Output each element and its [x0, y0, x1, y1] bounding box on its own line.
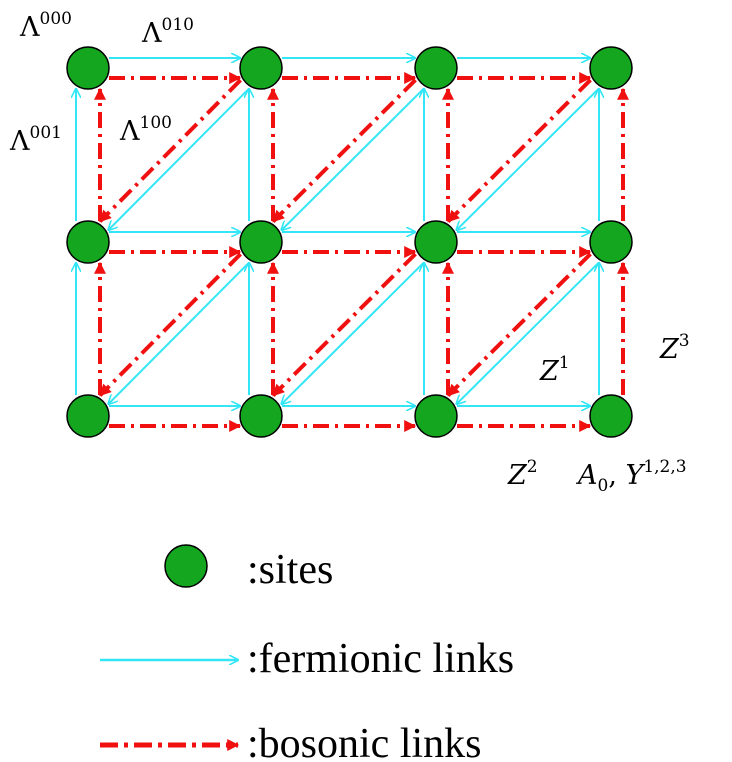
bosonic-link-diagonal — [271, 252, 417, 397]
bosonic-link-diagonal — [98, 252, 242, 397]
label-lambda-001: Λ001 — [9, 123, 62, 157]
lattice-site — [239, 394, 283, 438]
label-lambda-000: Λ000 — [19, 9, 72, 43]
bosonic-link-diagonal — [98, 78, 242, 223]
bosonic-link-diagonal — [271, 78, 417, 223]
legend-bosonic-label: :bosonic links — [247, 721, 482, 762]
fermionic-link-diagonal — [108, 261, 250, 404]
label-z3: Z3 — [659, 331, 690, 365]
label-lambda-010: Λ010 — [141, 15, 194, 49]
lattice-site — [66, 220, 110, 264]
label-lambda-100: Λ100 — [119, 113, 172, 147]
lattice-site — [414, 46, 458, 90]
fermionic-link-diagonal — [282, 87, 425, 230]
lattice-site — [414, 394, 458, 438]
lattice-site — [239, 220, 283, 264]
legend: :sites :fermionic links :bosonic links — [100, 544, 514, 762]
lattice-site — [414, 220, 458, 264]
lattice-site — [589, 220, 633, 264]
fermionic-link-diagonal — [457, 87, 600, 230]
legend-sites-label: :sites — [247, 547, 333, 593]
fermionic-link-diagonal — [282, 261, 425, 404]
lattice-site — [66, 46, 110, 90]
label-a0-y: A0, Y1,2,3 — [575, 457, 687, 496]
bosonic-links — [94, 72, 629, 432]
lattice-site — [66, 394, 110, 438]
legend-fermionic-label: :fermionic links — [247, 636, 514, 682]
lattice-site — [589, 394, 633, 438]
bosonic-link-diagonal — [446, 252, 592, 397]
fermionic-links — [76, 58, 599, 406]
fermionic-link-diagonal — [457, 261, 600, 404]
lattice-site — [239, 46, 283, 90]
label-z1: Z1 — [539, 353, 570, 387]
legend-site-icon — [164, 544, 208, 588]
label-z2: Z2 — [507, 457, 538, 491]
lattice-sites — [66, 46, 633, 438]
bosonic-link-diagonal — [446, 78, 592, 223]
fermionic-link-diagonal — [108, 87, 250, 230]
lattice-site — [589, 46, 633, 90]
